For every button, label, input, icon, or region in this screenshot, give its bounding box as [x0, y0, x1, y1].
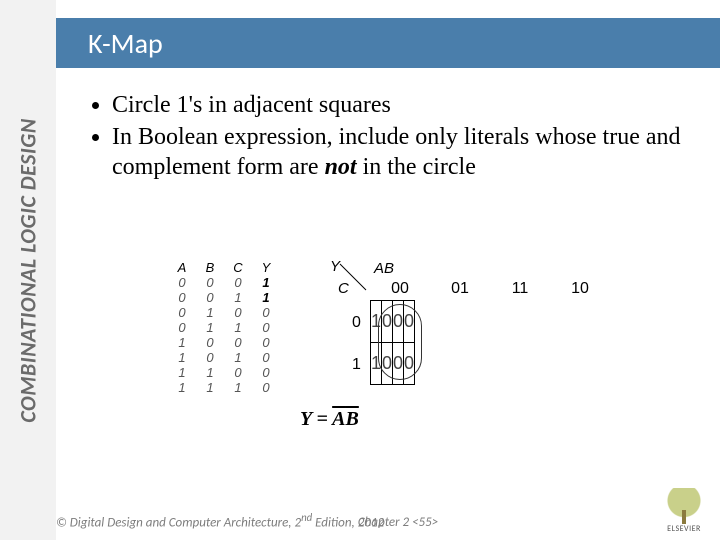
- bullet-1: Circle 1's in adjacent squares: [112, 90, 690, 120]
- title-bar: K-Map: [56, 18, 720, 68]
- kmap-row-var: C: [338, 280, 349, 297]
- truth-header-row: A B C Y: [168, 260, 280, 275]
- footer: © Digital Design and Computer Architectu…: [56, 511, 708, 530]
- chapter-label: Chapter 2 <55>: [358, 515, 438, 530]
- sidebar-label: COMBINATIONAL LOGIC DESIGN: [15, 118, 42, 422]
- slide-title: K-Map: [88, 26, 163, 61]
- bullet-2: In Boolean expression, include only lite…: [112, 122, 690, 182]
- publisher-name: ELSEVIER: [658, 524, 710, 534]
- content-area: Circle 1's in adjacent squares In Boolea…: [86, 90, 690, 184]
- truth-table: A B C Y 0001 0011 0100 0110 1000 1010 11…: [168, 260, 280, 395]
- kmap-row-headers: 0 1: [352, 302, 361, 386]
- tree-icon: [666, 488, 702, 524]
- bullet-list: Circle 1's in adjacent squares In Boolea…: [86, 90, 690, 182]
- sidebar: COMBINATIONAL LOGIC DESIGN: [0, 0, 56, 540]
- publisher-logo: ELSEVIER: [658, 488, 710, 534]
- copyright: © Digital Design and Computer Architectu…: [56, 511, 384, 530]
- kmap-col-var: AB: [374, 260, 394, 277]
- equation: Y = AB: [300, 408, 359, 431]
- kmap-grid: 1 0 0 0 1 0 0 0: [370, 300, 415, 385]
- kmap-col-headers: 00 01 11 10: [370, 280, 610, 298]
